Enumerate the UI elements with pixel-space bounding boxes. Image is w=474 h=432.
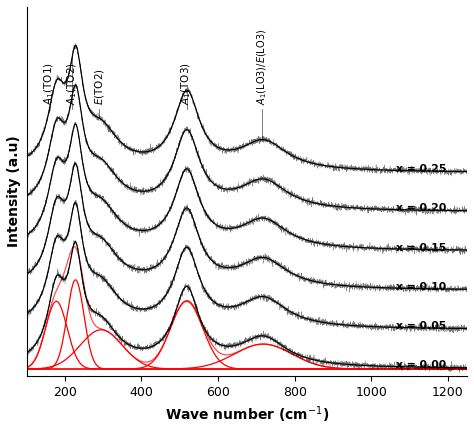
Text: x = 0.20: x = 0.20 bbox=[396, 203, 447, 213]
Text: x = 0.05: x = 0.05 bbox=[396, 321, 447, 331]
Text: x = 0.15: x = 0.15 bbox=[396, 243, 447, 253]
Text: $A_1$(LO3)/$E$(LO3): $A_1$(LO3)/$E$(LO3) bbox=[255, 29, 269, 105]
Y-axis label: Intensity (a.u): Intensity (a.u) bbox=[7, 136, 21, 248]
Text: x = 0.00: x = 0.00 bbox=[396, 360, 447, 371]
Text: x = 0.10: x = 0.10 bbox=[396, 282, 447, 292]
X-axis label: Wave number (cm$^{-1}$): Wave number (cm$^{-1}$) bbox=[164, 404, 329, 425]
Text: $E$(TO2): $E$(TO2) bbox=[93, 68, 106, 105]
Text: $A_1$(TO1): $A_1$(TO1) bbox=[42, 62, 55, 105]
Text: $A_1$(TO2): $A_1$(TO2) bbox=[66, 62, 79, 105]
Text: x = 0.25: x = 0.25 bbox=[396, 164, 447, 174]
Text: $A_1$(TO3): $A_1$(TO3) bbox=[180, 62, 193, 105]
